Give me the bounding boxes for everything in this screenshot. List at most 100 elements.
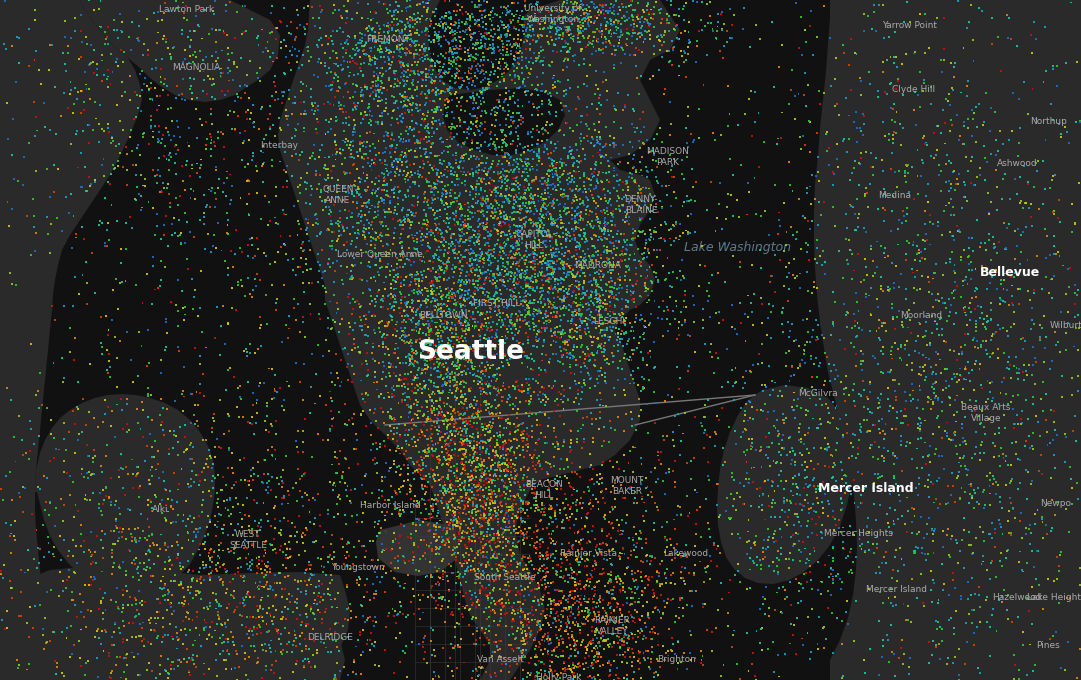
Point [346, 119, 363, 130]
Point [556, 202, 573, 213]
Point [428, 366, 445, 377]
Point [473, 379, 491, 390]
Point [440, 248, 457, 259]
Point [916, 437, 933, 448]
Point [812, 394, 829, 405]
Point [506, 478, 523, 489]
Point [558, 602, 575, 613]
Point [509, 605, 526, 616]
Point [429, 454, 446, 464]
Point [1035, 76, 1052, 87]
Point [854, 108, 871, 119]
Point [890, 239, 907, 250]
Point [435, 431, 452, 442]
Point [560, 515, 577, 526]
Point [476, 222, 493, 233]
Point [430, 371, 448, 382]
Point [416, 431, 433, 442]
Point [575, 268, 592, 279]
Point [161, 618, 178, 629]
Point [614, 326, 631, 337]
Point [468, 250, 485, 261]
Point [444, 324, 462, 335]
Point [792, 547, 810, 558]
Point [512, 526, 530, 537]
Point [586, 32, 603, 43]
Point [182, 50, 199, 61]
Point [823, 564, 840, 575]
Point [597, 367, 614, 378]
Point [461, 400, 478, 411]
Point [751, 604, 769, 615]
Point [536, 575, 553, 585]
Point [502, 458, 519, 469]
Point [673, 169, 691, 180]
Point [491, 218, 508, 229]
Point [539, 543, 557, 554]
Point [481, 250, 498, 261]
Point [226, 57, 243, 68]
Point [867, 153, 884, 164]
Point [638, 27, 655, 37]
Point [589, 245, 606, 256]
Point [509, 310, 526, 321]
Point [402, 260, 419, 271]
Point [457, 445, 475, 456]
Point [587, 641, 604, 651]
Point [326, 619, 344, 630]
Point [506, 116, 523, 126]
Point [556, 390, 573, 401]
Point [958, 374, 975, 385]
Point [564, 223, 582, 234]
Point [539, 420, 557, 431]
Point [143, 111, 160, 122]
Point [94, 626, 111, 636]
Point [774, 326, 791, 337]
Point [498, 333, 516, 343]
Point [501, 501, 518, 512]
Point [570, 526, 587, 537]
Point [1019, 286, 1037, 296]
Point [422, 243, 439, 254]
Point [957, 309, 974, 320]
Point [325, 290, 343, 301]
Point [338, 35, 356, 46]
Point [461, 23, 478, 34]
Point [430, 288, 448, 299]
Point [273, 337, 291, 347]
Point [542, 611, 559, 622]
Point [515, 496, 532, 507]
Point [919, 475, 936, 486]
Point [255, 377, 272, 388]
Point [444, 342, 462, 353]
Point [605, 656, 623, 666]
Point [379, 320, 397, 330]
Point [535, 566, 552, 577]
Point [641, 30, 658, 41]
Point [277, 583, 294, 594]
Point [921, 209, 938, 220]
Point [486, 442, 504, 453]
Point [509, 222, 526, 233]
Point [423, 623, 440, 634]
Point [425, 276, 442, 287]
Point [29, 481, 46, 492]
Point [532, 407, 549, 418]
Point [473, 357, 491, 368]
Point [335, 620, 352, 631]
Point [498, 443, 516, 454]
Point [542, 231, 559, 241]
Point [446, 244, 464, 255]
Point [578, 193, 596, 204]
Point [566, 375, 584, 386]
Point [545, 146, 562, 156]
Point [643, 466, 660, 477]
Point [479, 44, 496, 55]
Point [671, 595, 689, 606]
Point [189, 421, 206, 432]
Point [461, 224, 478, 235]
Point [436, 477, 453, 488]
Point [388, 41, 405, 52]
Point [362, 235, 379, 246]
Point [461, 507, 478, 518]
